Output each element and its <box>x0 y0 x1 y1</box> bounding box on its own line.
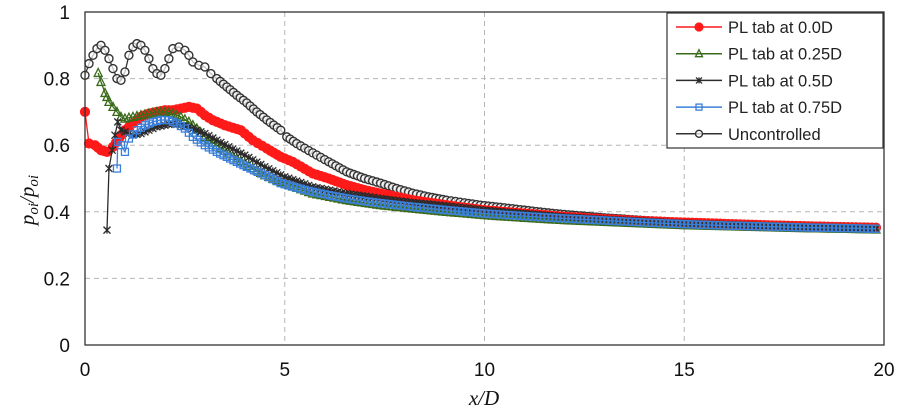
y-axis-ticks: 0 0.2 0.4 0.6 0.8 1 <box>44 3 71 357</box>
legend-marker-icon <box>694 129 704 139</box>
x-tick-label: 0 <box>80 360 91 381</box>
x-tick-label: 20 <box>873 360 894 381</box>
y-axis-title-sub2: oi <box>26 175 42 187</box>
y-tick-label: 0 <box>59 336 70 357</box>
x-axis-ticks: 0 5 10 15 20 <box>80 360 895 381</box>
y-axis-title-slash: / <box>15 195 39 204</box>
x-tick-label: 15 <box>674 360 695 381</box>
x-axis-title: x/D <box>468 386 499 410</box>
x-tick-label: 10 <box>474 360 495 381</box>
y-tick-label: 0.6 <box>44 136 70 157</box>
legend-items: PL tab at 0.0D PL tab at 0.25D PL tab at 0… <box>676 19 842 144</box>
y-tick-label: 0.4 <box>44 203 71 224</box>
legend-marker-icon <box>695 103 703 111</box>
legend-label: PL tab at 0.0D <box>728 19 833 37</box>
legend-item: PL tab at 0.25D <box>676 46 842 64</box>
y-axis-title: poi/poi <box>15 175 42 227</box>
legend-marker-icon <box>694 48 704 58</box>
y-axis-title-base1: p <box>15 215 39 228</box>
legend-item: PL tab at 0.5D <box>676 72 833 90</box>
legend-item: PL tab at 0.0D <box>676 19 833 37</box>
legend-marker-icon <box>695 76 703 84</box>
y-tick-label: 0.2 <box>44 269 70 290</box>
y-tick-label: 0.8 <box>44 70 70 91</box>
y-axis-title-base2: p <box>15 187 39 200</box>
plot-series <box>79 38 882 235</box>
legend-item: PL tab at 0.75D <box>676 99 842 117</box>
legend-label: PL tab at 0.75D <box>728 99 842 117</box>
legend-item: Uncontrolled <box>676 126 821 144</box>
legend-label: Uncontrolled <box>728 126 821 144</box>
legend: PL tab at 0.0D PL tab at 0.25D PL tab at 0… <box>666 12 884 149</box>
plot-frame <box>84 11 885 346</box>
legend-label: PL tab at 0.5D <box>728 72 833 90</box>
y-axis-title-sub1: oi <box>26 203 42 215</box>
x-tick-label: 5 <box>279 360 290 381</box>
legend-label: PL tab at 0.25D <box>728 46 842 64</box>
series-pl-tab-at-0-75d <box>112 115 881 233</box>
legend-marker-icon <box>694 22 704 32</box>
y-tick-label: 1 <box>59 3 70 24</box>
